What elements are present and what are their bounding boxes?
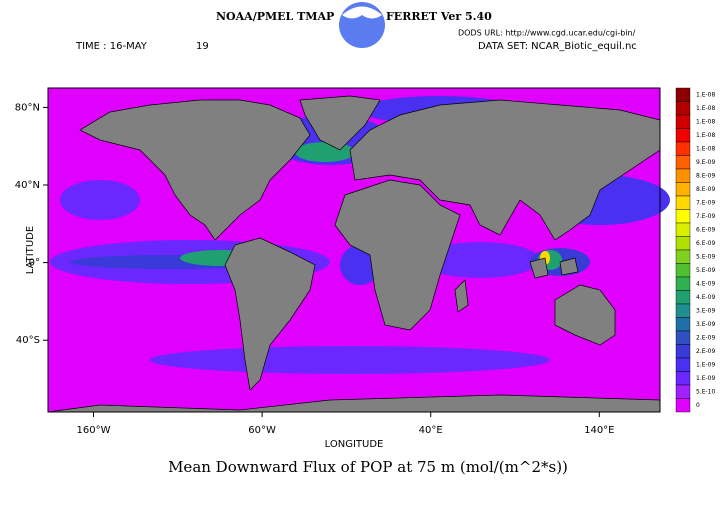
colorbar-cell bbox=[675, 317, 691, 332]
colorbar-label: 0 bbox=[696, 402, 700, 409]
time: TIME : 16-MAY bbox=[75, 41, 148, 52]
colorbar-cell bbox=[675, 141, 691, 156]
colorbar-cell bbox=[675, 114, 691, 129]
dods-url: DODS URL: http://www.cgd.ucar.edu/cgi-bi… bbox=[458, 29, 636, 38]
colorbar-cell bbox=[675, 290, 691, 305]
colorbar-label: 1.E-08 bbox=[696, 118, 715, 125]
colorbar-label: 5.E-10 bbox=[696, 388, 715, 395]
y-tick-label: 80°N bbox=[15, 102, 40, 113]
colorbar-label: 1.E-08 bbox=[696, 91, 715, 98]
colorbar-label: 2.E-09 bbox=[696, 334, 715, 341]
colorbar-cell bbox=[675, 398, 691, 413]
colorbar-cell bbox=[675, 263, 691, 278]
plot-title: Mean Downward Flux of POP at 75 m (mol/(… bbox=[168, 458, 568, 476]
colorbar-cell bbox=[675, 371, 691, 386]
map bbox=[47, 87, 670, 413]
colorbar-cell bbox=[675, 195, 691, 210]
colorbar-label: 6.E-09 bbox=[696, 226, 715, 233]
y-axis-label: LATITUDE bbox=[25, 226, 36, 274]
colorbar-cell bbox=[675, 276, 691, 291]
colorbar-label: 1.E-08 bbox=[696, 145, 715, 152]
colorbar-label: 1.E-09 bbox=[696, 375, 715, 382]
colorbar-cell bbox=[675, 209, 691, 224]
colorbar-label: 3.E-09 bbox=[696, 321, 715, 328]
colorbar-label: 5.E-09 bbox=[696, 253, 715, 260]
colorbar-cell bbox=[675, 303, 691, 318]
time-extra: 19 bbox=[196, 41, 209, 52]
y-tick-label: 40°N bbox=[15, 180, 40, 191]
data-set: DATA SET: NCAR_Biotic_equil.nc bbox=[478, 41, 637, 52]
header-left: NOAA/PMEL TMAP bbox=[216, 10, 334, 23]
noaa-logo bbox=[339, 2, 385, 48]
colorbar-label: 1.E-09 bbox=[696, 361, 715, 368]
y-tick-label: 0° bbox=[29, 258, 40, 269]
colorbar-cell bbox=[675, 155, 691, 170]
colorbar-label: 4.E-09 bbox=[696, 280, 715, 287]
colorbar-cell bbox=[675, 357, 691, 372]
colorbar-label: 1.E-08 bbox=[696, 132, 715, 139]
y-tick-label: 40°S bbox=[16, 335, 40, 346]
header-right: FERRET Ver 5.40 bbox=[386, 10, 492, 23]
colorbar-cell bbox=[675, 168, 691, 183]
colorbar-cell bbox=[675, 344, 691, 359]
colorbar-label: 8.E-09 bbox=[696, 186, 715, 193]
colorbar-label: 5.E-09 bbox=[696, 267, 715, 274]
colorbar-label: 7.E-09 bbox=[696, 199, 715, 206]
colorbar-label: 9.E-09 bbox=[696, 159, 715, 166]
x-tick-label: 40°E bbox=[419, 425, 443, 436]
x-tick-label: 60°W bbox=[248, 425, 276, 436]
colorbar-cell bbox=[675, 236, 691, 251]
colorbar-cell bbox=[675, 249, 691, 264]
colorbar-label: 2.E-09 bbox=[696, 348, 715, 355]
colorbar-cell bbox=[675, 128, 691, 143]
colorbar-cell bbox=[675, 330, 691, 345]
colorbar-cell bbox=[675, 87, 691, 102]
x-axis-label: LONGITUDE bbox=[325, 439, 384, 450]
colorbar-cell bbox=[675, 101, 691, 116]
land bbox=[47, 95, 661, 413]
colorbar-cell bbox=[675, 222, 691, 237]
colorbar-cell bbox=[675, 384, 691, 399]
colorbar-label: 6.E-09 bbox=[696, 240, 715, 247]
colorbar-label: 4.E-09 bbox=[696, 294, 715, 301]
colorbar-label: 3.E-09 bbox=[696, 307, 715, 314]
colorbar-cell bbox=[675, 182, 691, 197]
colorbar-label: 7.E-09 bbox=[696, 213, 715, 220]
x-tick-label: 160°W bbox=[77, 425, 111, 436]
x-tick-label: 140°E bbox=[584, 425, 614, 436]
colorbar-label: 1.E-08 bbox=[696, 105, 715, 112]
colorbar-label: 8.E-09 bbox=[696, 172, 715, 179]
